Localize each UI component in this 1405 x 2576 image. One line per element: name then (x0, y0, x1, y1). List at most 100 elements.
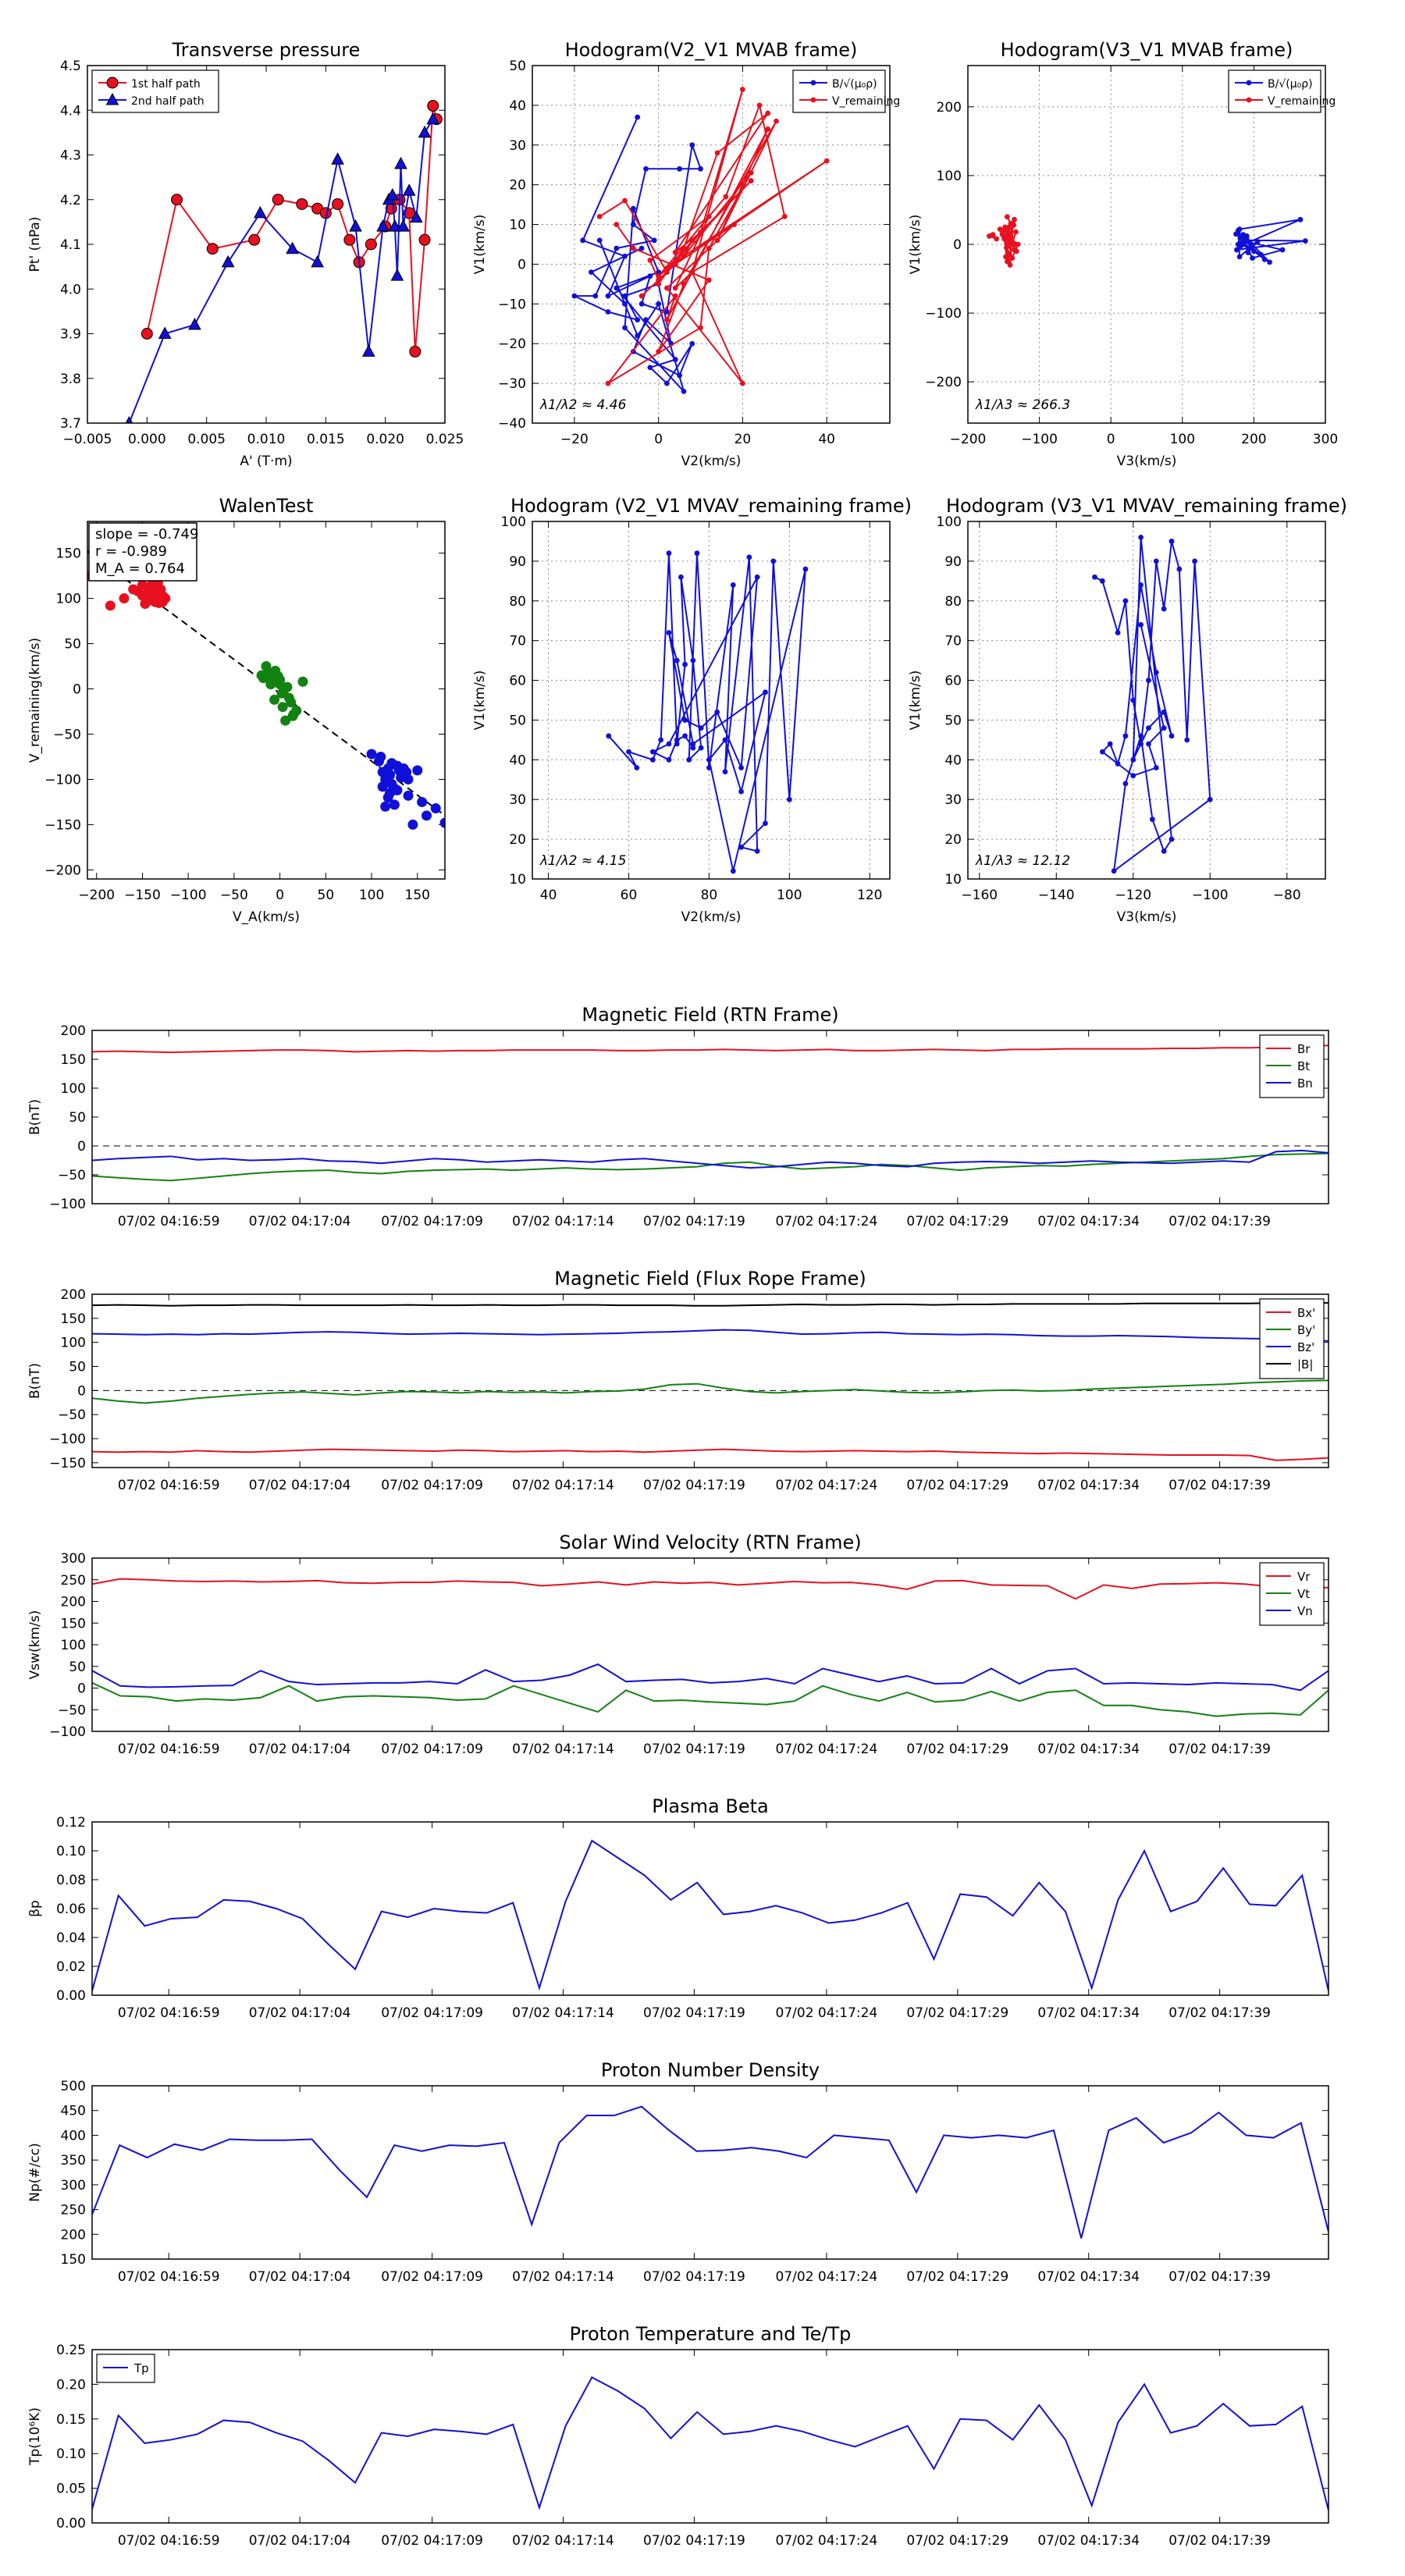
chart-title: Hodogram (V3_V1 MVAV_remaining frame) (946, 495, 1347, 517)
x-tick-label: 0.000 (128, 432, 166, 447)
x-tick-label: −100 (170, 888, 207, 903)
chart-title: Magnetic Field (Flux Rope Frame) (554, 1268, 866, 1290)
data-point (1138, 741, 1144, 747)
x-tick-label: −120 (1115, 888, 1151, 903)
stats-line: slope = -0.749 (95, 526, 198, 543)
plot-content (87, 550, 445, 830)
data-point (690, 745, 696, 751)
x-tick-label: 07/02 04:17:09 (381, 2533, 483, 2549)
x-tick-label: 07/02 04:16:59 (118, 1214, 220, 1229)
y-tick-label: 0.10 (56, 2446, 86, 2462)
plot-frame (91, 1557, 1329, 1732)
data-point (774, 118, 779, 124)
x-tick-label: 0.025 (426, 432, 464, 447)
y-tick-label: 4.2 (60, 193, 81, 208)
y-tick-label: 3.8 (60, 372, 81, 387)
data-point (1153, 765, 1159, 770)
data-point (386, 187, 400, 201)
y-tick-label: 90 (509, 554, 526, 570)
x-tick-label: 100 (359, 888, 384, 903)
data-point (397, 770, 408, 781)
y-tick-label: 0.04 (56, 1930, 86, 1946)
data-point (1004, 214, 1010, 220)
y-axis-label: V1(km/s) (908, 671, 923, 731)
y-tick-label: 200 (61, 1287, 86, 1303)
data-point (656, 301, 662, 307)
data-point (666, 630, 672, 635)
data-point (265, 679, 276, 690)
data-point (651, 237, 657, 244)
data-point (311, 254, 324, 268)
x-tick-label: 0.010 (247, 432, 286, 447)
y-tick-label: 20 (509, 178, 526, 194)
y-tick-label: −100 (49, 1432, 86, 1447)
x-tick-label: 07/02 04:16:59 (118, 2005, 220, 2021)
data-point (786, 796, 792, 802)
plot-frame (91, 2349, 1329, 2524)
plot-content (92, 1578, 1329, 1717)
series-line-vn (92, 1663, 1329, 1692)
data-point (689, 142, 695, 148)
plot-area (92, 1558, 1329, 1731)
y-tick-label: 0.20 (56, 2377, 86, 2393)
data-point (397, 219, 410, 232)
chart-mag_fluxrope: −150 −100 −50 0 50 100 150 200 07/02 04:16:59 07/… (27, 1268, 1329, 1493)
x-tick-label: 07/02 04:17:39 (1168, 2269, 1271, 2285)
data-point (770, 558, 777, 564)
plot-frame (967, 65, 1326, 424)
data-point (171, 194, 183, 206)
data-point (682, 733, 688, 739)
data-point (664, 285, 670, 291)
x-tick-label: 50 (318, 888, 335, 903)
y-tick-label: 0.00 (56, 2516, 86, 2532)
data-point (1279, 247, 1286, 253)
plot-frame (87, 65, 446, 424)
data-point (349, 219, 362, 232)
data-point (221, 254, 235, 268)
chart-sw_velocity: −100 −50 0 50 100 150 200 250 300 07/02 04:16:59 0… (27, 1532, 1329, 1757)
chart-hodogram_v2v1_mvab: −20 0 20 40 −40 −30 −20 −10 0 10 20 30 40 50 Hodogram(… (472, 39, 900, 469)
y-axis-label: B(nT) (27, 1363, 43, 1399)
y-tick-label: −200 (44, 863, 81, 878)
series-line-np (92, 2105, 1329, 2239)
data-point (1012, 229, 1019, 235)
stats-line: M_A = 0.764 (95, 560, 185, 577)
x-tick-label: 07/02 04:17:34 (1037, 1742, 1140, 1757)
data-point (756, 102, 763, 109)
legend-box (792, 69, 886, 113)
data-point (740, 380, 745, 386)
chart-title: Hodogram(V2_V1 MVAB frame) (565, 39, 858, 61)
data-point (730, 868, 736, 874)
data-point (1161, 725, 1167, 731)
y-tick-label: 300 (61, 2178, 86, 2194)
data-point (706, 756, 712, 763)
y-tick-label: 60 (509, 674, 526, 689)
legend-label: Bz' (1297, 1340, 1314, 1354)
data-point (681, 388, 687, 394)
chart-title: Plasma Beta (652, 1795, 768, 1817)
x-tick-label: 07/02 04:17:19 (643, 2533, 745, 2549)
x-tick-label: 07/02 04:17:09 (381, 1742, 483, 1757)
data-point (643, 317, 649, 323)
chart-mag_rtn: −100 −50 0 50 100 150 200 07/02 04:16:59 07/02 0… (27, 1004, 1329, 1229)
y-tick-label: 70 (509, 634, 526, 649)
data-point (596, 237, 603, 244)
data-point (380, 801, 391, 812)
data-point (681, 253, 687, 259)
y-tick-label: 250 (61, 2203, 86, 2218)
data-point (638, 245, 645, 251)
x-tick-label: 0.020 (366, 432, 404, 447)
plot-area (532, 521, 890, 879)
series-line-tp (92, 2376, 1329, 2511)
chart-title: WalenTest (219, 495, 314, 517)
y-tick-label: −40 (498, 416, 526, 432)
y-tick-label: −100 (49, 1724, 86, 1740)
data-point (1146, 741, 1151, 747)
data-point (1251, 248, 1257, 254)
y-tick-label: 10 (509, 218, 526, 233)
eigenvalue-ratio-annotation: λ1/λ3 ≈ 12.12 (975, 853, 1070, 869)
data-point (763, 820, 768, 827)
plot-frame (87, 521, 446, 880)
legend-label: Bt (1297, 1059, 1310, 1073)
x-tick-label: 200 (1241, 432, 1266, 447)
